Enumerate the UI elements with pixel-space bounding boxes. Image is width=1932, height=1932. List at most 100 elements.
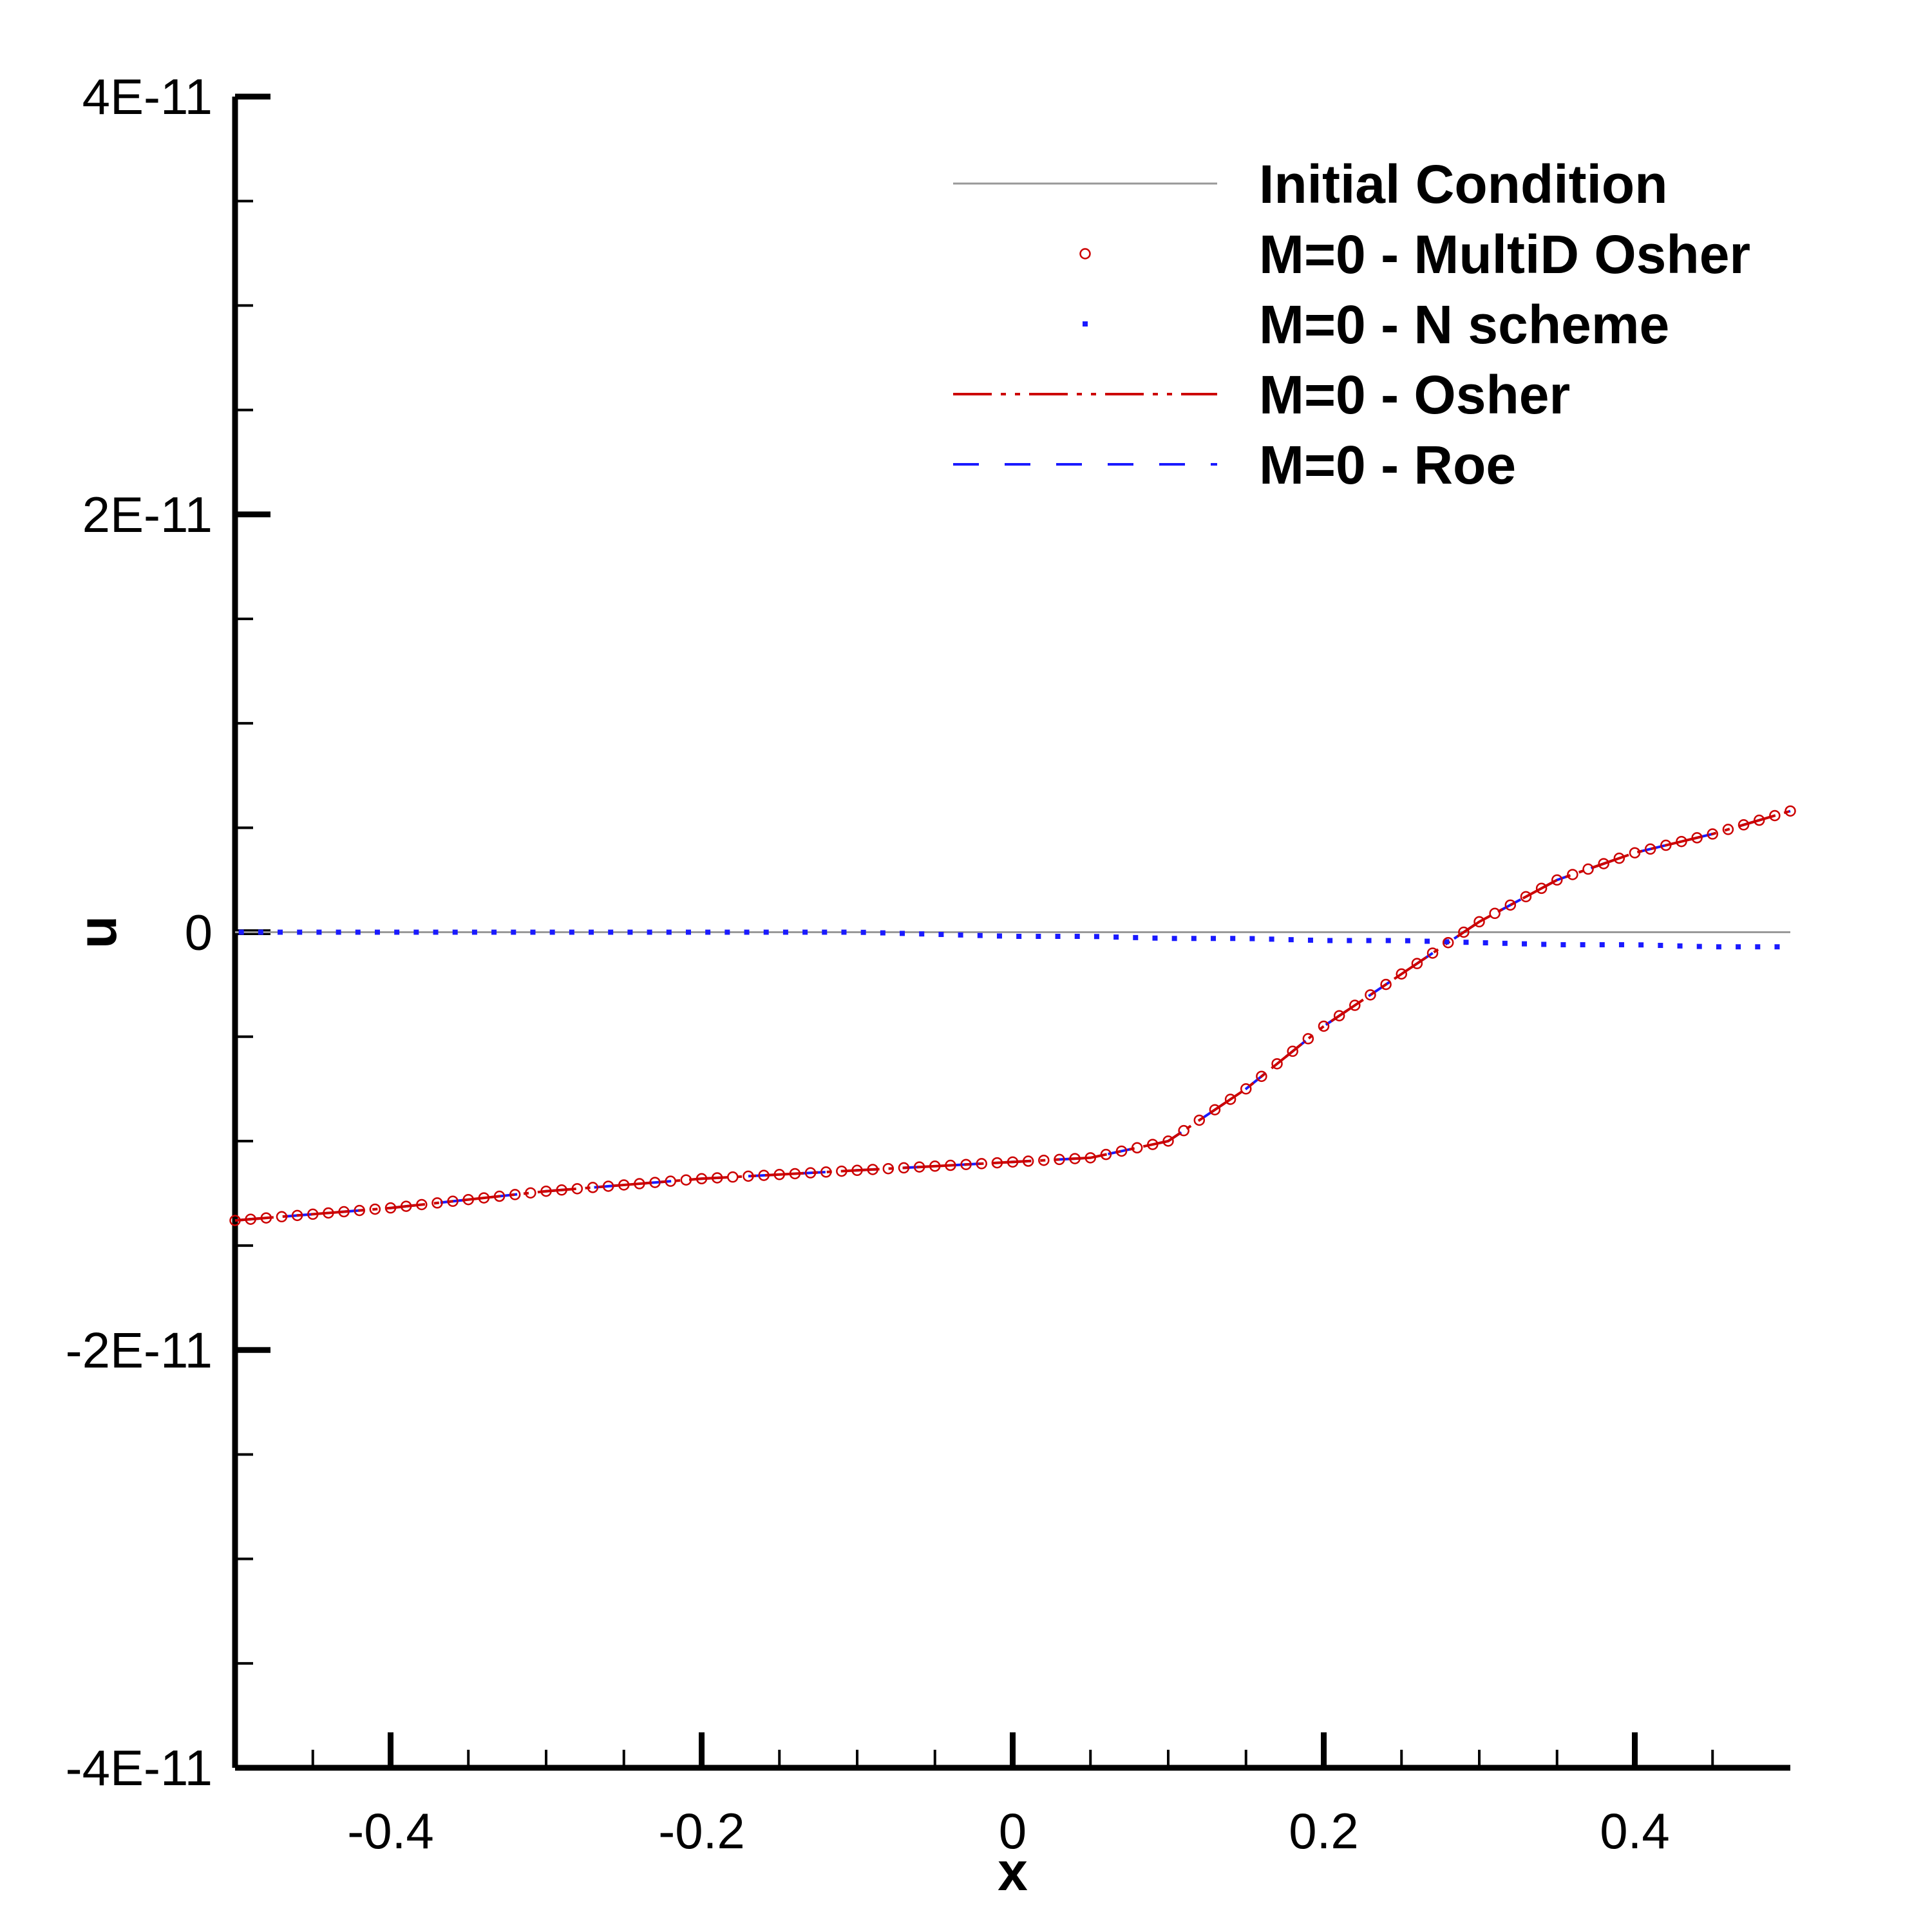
multid-osher-point [820,1166,832,1178]
n-scheme-point [278,929,283,935]
multid-osher-point [913,1161,925,1173]
series-line-4 [234,810,1791,1222]
n-scheme-point [1580,942,1586,947]
n-scheme-point [1463,940,1469,945]
multid-osher-point [1504,899,1517,911]
multid-osher-point [1458,926,1470,938]
multid-osher-point [1271,1058,1283,1070]
multid-osher-point [976,1158,987,1170]
n-scheme-point [355,929,361,935]
n-scheme-point [1016,933,1022,939]
n-scheme-point [1755,944,1761,950]
multid-osher-point [509,1189,521,1200]
multid-osher-point [1162,1135,1174,1147]
n-scheme-point [1599,942,1605,947]
multid-osher-point [1100,1148,1112,1160]
multid-osher-point [462,1193,474,1206]
n-scheme-point [1696,943,1702,949]
multid-osher-point [743,1170,754,1182]
legend-label: M=0 - Osher [1259,365,1570,425]
multid-osher-point [1380,978,1392,990]
multid-osher-point [1442,936,1454,949]
n-scheme-point [822,929,828,935]
multid-osher-point [493,1190,506,1202]
legend-marker-n-scheme [1083,321,1088,327]
y-tick-label: 4E-11 [82,68,213,125]
n-scheme-point [530,929,536,935]
multid-osher-point [960,1159,972,1170]
multid-osher-point [525,1187,536,1199]
n-scheme-point [996,933,1002,939]
n-scheme-point [802,929,808,935]
multid-osher-point [400,1200,412,1212]
multid-osher-point [1069,1153,1081,1164]
n-scheme-point [880,930,886,936]
multid-osher-point [1193,1114,1206,1126]
y-tick-label: 0 [185,904,213,961]
multid-osher-point [1629,847,1641,858]
multid-osher-point [245,1213,256,1225]
multid-osher-point [1426,947,1439,959]
multid-osher-point [1131,1142,1143,1154]
multid-osher-point [229,1215,241,1226]
n-scheme-point [1658,943,1663,949]
x-tick-label: 0.4 [1600,1803,1669,1859]
multid-osher-point [680,1174,692,1186]
n-scheme-point [919,931,925,937]
n-scheme-point [1230,936,1236,942]
n-scheme-point [958,932,963,938]
multid-osher-point [1473,916,1485,928]
n-scheme-point [1249,936,1255,942]
multid-osher-point [836,1165,848,1177]
multid-osher-point [587,1182,599,1193]
axes: -0.4 -0.2 0 0.2 0.4 4E-11 2E-11 0 -2E-11 -4E-11 [66,68,1790,1859]
multid-osher-point [696,1173,708,1185]
series-line-3 [234,810,1791,1222]
multid-osher-point [929,1160,941,1172]
n-scheme-point [1036,933,1041,939]
n-scheme-point [258,929,263,935]
multid-osher-point [354,1204,365,1217]
n-scheme-point [1347,938,1352,943]
multid-osher-point [1598,858,1609,869]
multid-osher-point [338,1206,350,1218]
multid-osher-point [1209,1104,1221,1115]
n-scheme-point [1269,936,1274,942]
multid-osher-point [1535,882,1548,895]
multid-osher-point [1738,819,1750,831]
n-scheme-point [1074,933,1080,939]
multid-osher-point [1582,863,1594,875]
n-scheme-point [413,929,419,935]
series-layer [229,805,1796,1226]
multid-osher-point [571,1183,583,1195]
n-scheme-point [744,929,750,935]
n-scheme-point [1638,942,1644,948]
n-scheme-point [705,929,711,935]
multid-osher-point [369,1203,381,1215]
multid-osher-point [556,1184,567,1196]
n-scheme-point [1113,934,1119,940]
multid-osher-point [1038,1154,1050,1166]
multid-osher-point [447,1195,459,1208]
n-scheme-point [608,929,614,935]
multid-osher-point [1785,805,1796,817]
legend: Initial Condition M=0 - MultiD Osher M=0 -… [953,154,1750,495]
multid-osher-point [804,1167,817,1179]
n-scheme-point [549,929,555,935]
n-scheme-point [491,929,497,935]
n-scheme-point [860,929,866,935]
multid-osher-point [260,1212,272,1224]
n-scheme-point [1522,941,1528,947]
multid-osher-point [1318,1020,1330,1032]
multid-osher-point [898,1162,910,1174]
multid-osher-point [882,1162,895,1175]
multid-osher-point [1613,852,1625,864]
y-tick-label: -4E-11 [66,1739,213,1796]
multid-osher-point [323,1207,334,1219]
multid-osher-point [758,1170,770,1181]
n-scheme-point [238,929,244,935]
multid-osher-point [1224,1094,1236,1105]
n-scheme-point [394,929,400,935]
n-scheme-point [724,929,730,935]
